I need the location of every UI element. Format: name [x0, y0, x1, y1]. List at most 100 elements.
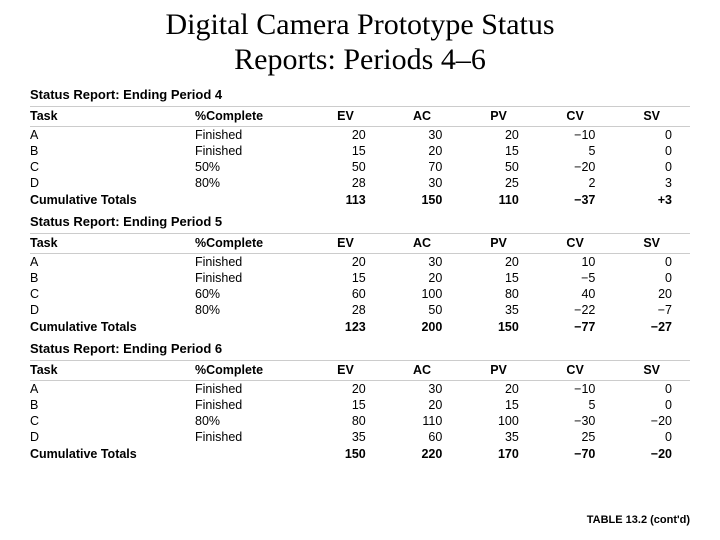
- table-cell: −30: [537, 413, 614, 429]
- table-cell: 30: [384, 254, 461, 271]
- status-table: Task%CompleteEVACPVCVSVAFinished20302010…: [30, 233, 690, 335]
- table-cell: A: [30, 254, 195, 271]
- table-cell: 20: [460, 381, 537, 398]
- column-header: %Complete: [195, 107, 307, 127]
- cumulative-cell: −70: [537, 445, 614, 462]
- table-row: BFinished15201550: [30, 143, 690, 159]
- table-cell: A: [30, 381, 195, 398]
- table-row: C50%507050−200: [30, 159, 690, 175]
- table-row: AFinished203020−100: [30, 381, 690, 398]
- table-cell: 60%: [195, 286, 307, 302]
- table-cell: B: [30, 270, 195, 286]
- cumulative-cell: −27: [613, 318, 690, 335]
- table-cell: −10: [537, 381, 614, 398]
- table-cell: 30: [384, 175, 461, 191]
- table-cell: 25: [460, 175, 537, 191]
- table-row: D80%285035−22−7: [30, 302, 690, 318]
- table-cell: B: [30, 143, 195, 159]
- table-cell: 20: [460, 127, 537, 144]
- table-cell: 80%: [195, 175, 307, 191]
- table-cell: 25: [537, 429, 614, 445]
- table-cell: −22: [537, 302, 614, 318]
- table-cell: 15: [307, 143, 384, 159]
- table-cell: 0: [613, 381, 690, 398]
- column-header: Task: [30, 107, 195, 127]
- table-cell: Finished: [195, 429, 307, 445]
- table-cell: 5: [537, 397, 614, 413]
- column-header: EV: [307, 234, 384, 254]
- title-line-2: Reports: Periods 4–6: [234, 43, 486, 76]
- table-cell: 50: [307, 159, 384, 175]
- table-cell: 35: [460, 302, 537, 318]
- table-cell: Finished: [195, 143, 307, 159]
- column-header: CV: [537, 234, 614, 254]
- column-header: PV: [460, 234, 537, 254]
- table-cell: 80: [307, 413, 384, 429]
- table-row: AFinished203020−100: [30, 127, 690, 144]
- table-cell: D: [30, 429, 195, 445]
- table-caption: TABLE 13.2 (cont'd): [587, 514, 690, 526]
- cumulative-label: Cumulative Totals: [30, 445, 195, 462]
- table-cell: 0: [613, 397, 690, 413]
- cumulative-label: Cumulative Totals: [30, 191, 195, 208]
- column-header: AC: [384, 107, 461, 127]
- table-cell: 0: [613, 159, 690, 175]
- cumulative-cell: +3: [613, 191, 690, 208]
- title-line-1: Digital Camera Prototype Status: [165, 8, 554, 41]
- table-cell: D: [30, 302, 195, 318]
- cumulative-cell: 150: [307, 445, 384, 462]
- table-cell: Finished: [195, 254, 307, 271]
- table-cell: C: [30, 413, 195, 429]
- table-row: DFinished356035250: [30, 429, 690, 445]
- cumulative-row: Cumulative Totals150220170−70−20: [30, 445, 690, 462]
- report-sections: Status Report: Ending Period 4Task%Compl…: [30, 87, 690, 462]
- table-cell: 110: [384, 413, 461, 429]
- table-cell: 50: [460, 159, 537, 175]
- column-header: CV: [537, 107, 614, 127]
- table-cell: 20: [613, 286, 690, 302]
- table-cell: 0: [613, 254, 690, 271]
- cumulative-cell: −37: [537, 191, 614, 208]
- table-cell: 70: [384, 159, 461, 175]
- table-cell: 15: [460, 270, 537, 286]
- column-header: AC: [384, 361, 461, 381]
- table-cell: 60: [384, 429, 461, 445]
- cumulative-row: Cumulative Totals113150110−37+3: [30, 191, 690, 208]
- table-cell: 0: [613, 429, 690, 445]
- column-header: CV: [537, 361, 614, 381]
- table-cell: −20: [537, 159, 614, 175]
- table-cell: 40: [537, 286, 614, 302]
- table-cell: 80: [460, 286, 537, 302]
- column-header: SV: [613, 234, 690, 254]
- table-cell: 20: [460, 254, 537, 271]
- table-cell: 60: [307, 286, 384, 302]
- table-cell: Finished: [195, 397, 307, 413]
- table-cell: 50: [384, 302, 461, 318]
- table-row: C60%60100804020: [30, 286, 690, 302]
- table-cell: −5: [537, 270, 614, 286]
- page-title: Digital Camera Prototype Status Reports:…: [30, 8, 690, 77]
- column-header: SV: [613, 107, 690, 127]
- cumulative-cell: −77: [537, 318, 614, 335]
- status-table: Task%CompleteEVACPVCVSVAFinished203020−1…: [30, 360, 690, 462]
- table-cell: 100: [460, 413, 537, 429]
- table-cell: 80%: [195, 413, 307, 429]
- table-cell: 2: [537, 175, 614, 191]
- table-cell: 20: [384, 143, 461, 159]
- cumulative-cell: [195, 445, 307, 462]
- table-cell: Finished: [195, 270, 307, 286]
- table-cell: 20: [384, 397, 461, 413]
- cumulative-cell: 113: [307, 191, 384, 208]
- table-cell: 10: [537, 254, 614, 271]
- table-cell: Finished: [195, 381, 307, 398]
- cumulative-cell: −20: [613, 445, 690, 462]
- table-cell: 20: [384, 270, 461, 286]
- cumulative-cell: 150: [384, 191, 461, 208]
- status-report-section: Status Report: Ending Period 5Task%Compl…: [30, 214, 690, 335]
- cumulative-cell: 220: [384, 445, 461, 462]
- cumulative-row: Cumulative Totals123200150−77−27: [30, 318, 690, 335]
- table-cell: C: [30, 159, 195, 175]
- table-cell: 3: [613, 175, 690, 191]
- table-cell: 50%: [195, 159, 307, 175]
- table-cell: 20: [307, 254, 384, 271]
